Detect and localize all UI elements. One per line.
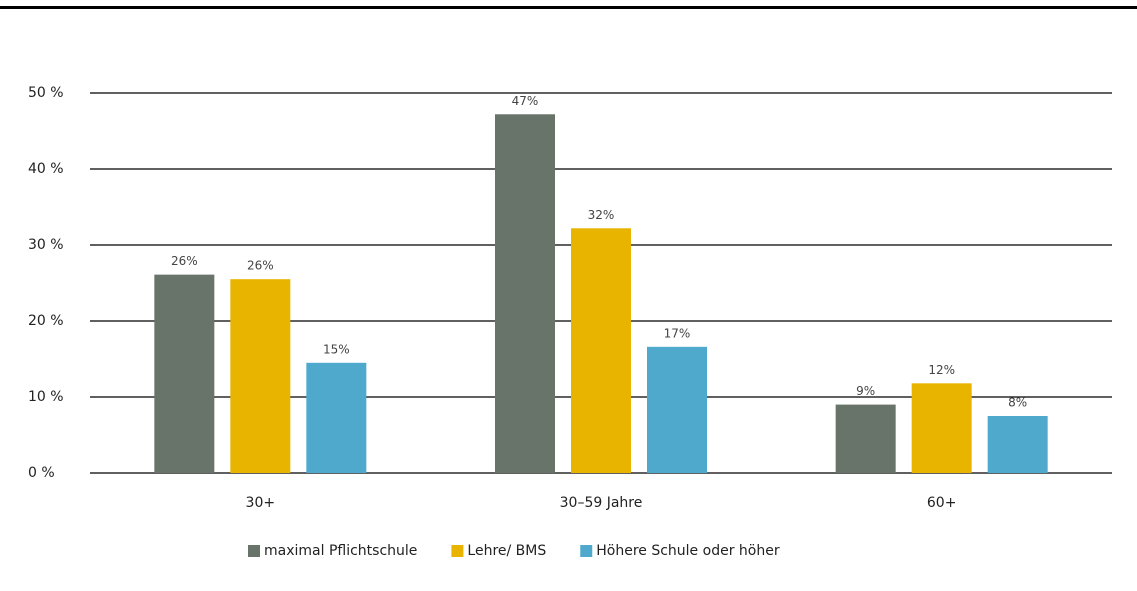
y-tick-label: 20 % <box>28 313 64 329</box>
bar <box>230 279 291 473</box>
bar <box>495 114 555 473</box>
y-tick-label: 40 % <box>28 161 64 177</box>
bar <box>987 416 1048 473</box>
x-tick-label: 30+ <box>246 495 276 511</box>
legend-swatch <box>248 545 260 557</box>
legend-label: Lehre/ BMS <box>467 543 546 559</box>
y-tick-label: 10 % <box>28 389 64 405</box>
value-label: 9% <box>856 384 875 398</box>
value-label: 12% <box>928 363 955 377</box>
legend-swatch <box>580 545 593 557</box>
x-tick-label: 30–59 Jahre <box>560 495 643 511</box>
bar <box>571 228 631 473</box>
y-tick-label: 0 % <box>28 465 55 481</box>
bar <box>306 362 367 473</box>
value-label: 17% <box>664 326 691 340</box>
legend-label: maximal Pflichtschule <box>264 543 417 559</box>
legend-swatch <box>451 545 464 557</box>
value-label: 47% <box>512 94 539 108</box>
legend-label: Höhere Schule oder höher <box>596 543 780 559</box>
bar <box>911 383 972 473</box>
y-tick-label: 50 % <box>28 85 64 101</box>
x-tick-label: 60+ <box>927 495 957 511</box>
bar <box>835 404 896 473</box>
top-rule <box>0 6 1137 9</box>
value-label: 32% <box>588 208 615 222</box>
bar <box>154 274 215 473</box>
value-label: 26% <box>171 254 198 268</box>
value-label: 8% <box>1008 396 1027 410</box>
value-label: 15% <box>323 342 350 356</box>
value-label: 26% <box>247 259 274 273</box>
bar <box>647 346 707 473</box>
y-tick-label: 30 % <box>28 237 64 253</box>
